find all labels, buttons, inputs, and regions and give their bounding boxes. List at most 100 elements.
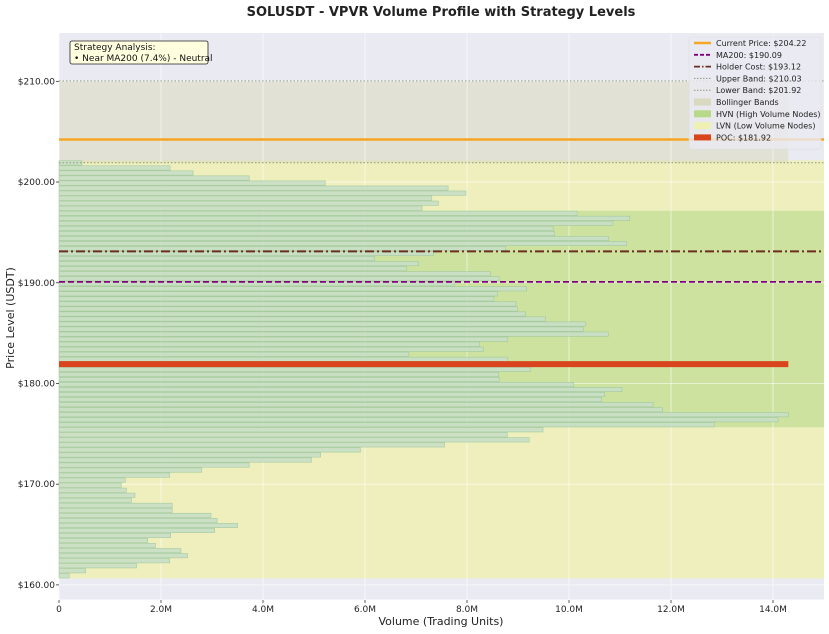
volume-bar [58,472,170,478]
volume-bar [58,356,509,362]
volume-bar [58,291,498,297]
legend-label-poc: POC: $181.92 [716,133,771,142]
x-tick-label: 6.0M [354,605,376,615]
volume-bar [58,351,410,357]
volume-bar [58,382,574,387]
y-tick-label: $210.00 [18,77,55,87]
volume-bar [58,261,419,267]
volume-bar [58,311,526,317]
legend-swatch-lvn [694,122,711,130]
volume-bars [58,160,789,579]
legend-swatch-poc [694,134,711,141]
volume-bar [58,492,136,498]
volume-bar [58,180,326,186]
annotation-box [69,40,209,65]
volume-bar [58,165,171,171]
volume-bar [58,417,779,423]
volume-bar [58,543,156,549]
volume-bar [58,467,203,473]
volume-bar [58,568,86,574]
annotation-title: Strategy Analysis: [74,43,156,53]
volume-bar [58,346,484,352]
volume-bar [58,366,531,372]
volume-bar [58,507,173,513]
volume-bar [58,558,170,564]
legend-label-upper: Upper Band: $210.03 [716,74,802,83]
volume-bar [58,422,715,428]
x-tick-label: 2.0M [150,605,172,615]
volume-bar [58,371,499,377]
x-tick-label: 10.0M [555,605,583,615]
volume-bar [58,271,491,277]
x-axis-ticks: 0 2.0M 4.0M 6.0M 8.0M 10.0M 12.0M 14.0M [56,600,787,615]
volume-bar [58,517,218,523]
volume-bar [58,175,250,181]
legend-label-ma200: MA200: $190.09 [716,51,782,60]
volume-bar [58,331,609,337]
volume-bar [58,457,312,463]
volume-bar [58,397,602,403]
x-tick-label: 12.0M [657,605,685,615]
volume-bar [58,210,578,216]
legend-label-bollinger: Bollinger Bands [716,98,779,107]
strategy-annotation: Strategy Analysis: • Near MA200 (7.4%) -… [69,40,213,65]
volume-bar [58,553,188,559]
volume-bar [58,376,500,382]
volume-bar [58,447,361,453]
volume-bar [58,195,433,201]
poc-bar [59,361,789,368]
legend-label-lvn: LVN (Low Volume Nodes) [716,122,815,131]
volume-bar [58,336,509,342]
legend-swatch-bollinger [694,98,711,106]
volume-bar [58,487,127,493]
volume-bar [58,256,375,262]
legend-label-hvn: HVN (High Volume Nodes) [716,110,821,119]
volume-bar [58,523,238,528]
legend-label-holder: Holder Cost: $193.12 [716,63,801,72]
volume-bar [58,563,137,569]
volume-bar [58,215,630,221]
volume-bar [58,533,171,539]
volume-bar [58,412,789,418]
volume-bar [58,205,423,211]
x-tick-label: 0 [56,605,62,615]
annotation-line: • Near MA200 (7.4%) - Neutral [74,54,213,64]
volume-bar [58,392,606,398]
volume-bar [58,170,194,176]
x-tick-label: 8.0M [456,605,478,615]
volume-bar [58,296,495,302]
volume-bar [58,321,587,327]
volume-bar [58,190,467,196]
y-tick-label: $160.00 [18,581,55,591]
volume-bar [58,276,500,282]
volume-bar [58,326,584,332]
x-tick-label: 14.0M [759,605,787,615]
volume-bar [58,502,173,508]
volume-bar [58,528,215,533]
volume-bar [58,225,554,231]
volume-bar [58,235,610,241]
volume-bar [58,407,663,413]
legend-label-lower: Lower Band: $201.92 [716,86,801,95]
volume-bar [58,482,122,488]
volume-bar [58,341,481,347]
y-tick-label: $170.00 [18,480,55,490]
volume-bar [58,281,455,287]
x-tick-label: 4.0M [252,605,274,615]
volume-bar [58,286,527,292]
legend-box [688,36,822,150]
volume-bar [58,442,445,448]
volume-bar [58,497,132,503]
volume-bar [58,512,212,518]
y-tick-label: $190.00 [18,279,55,289]
y-tick-label: $180.00 [18,379,55,389]
volume-bar [58,573,70,579]
volume-bar [58,301,517,307]
volume-bar [58,548,182,554]
volume-bar [58,432,508,438]
chart-title: SOLUSDT - VPVR Volume Profile with Strat… [247,5,636,20]
legend-label-current: Current Price: $204.22 [716,39,806,48]
volume-bar [58,220,614,226]
volume-bar [58,477,126,483]
